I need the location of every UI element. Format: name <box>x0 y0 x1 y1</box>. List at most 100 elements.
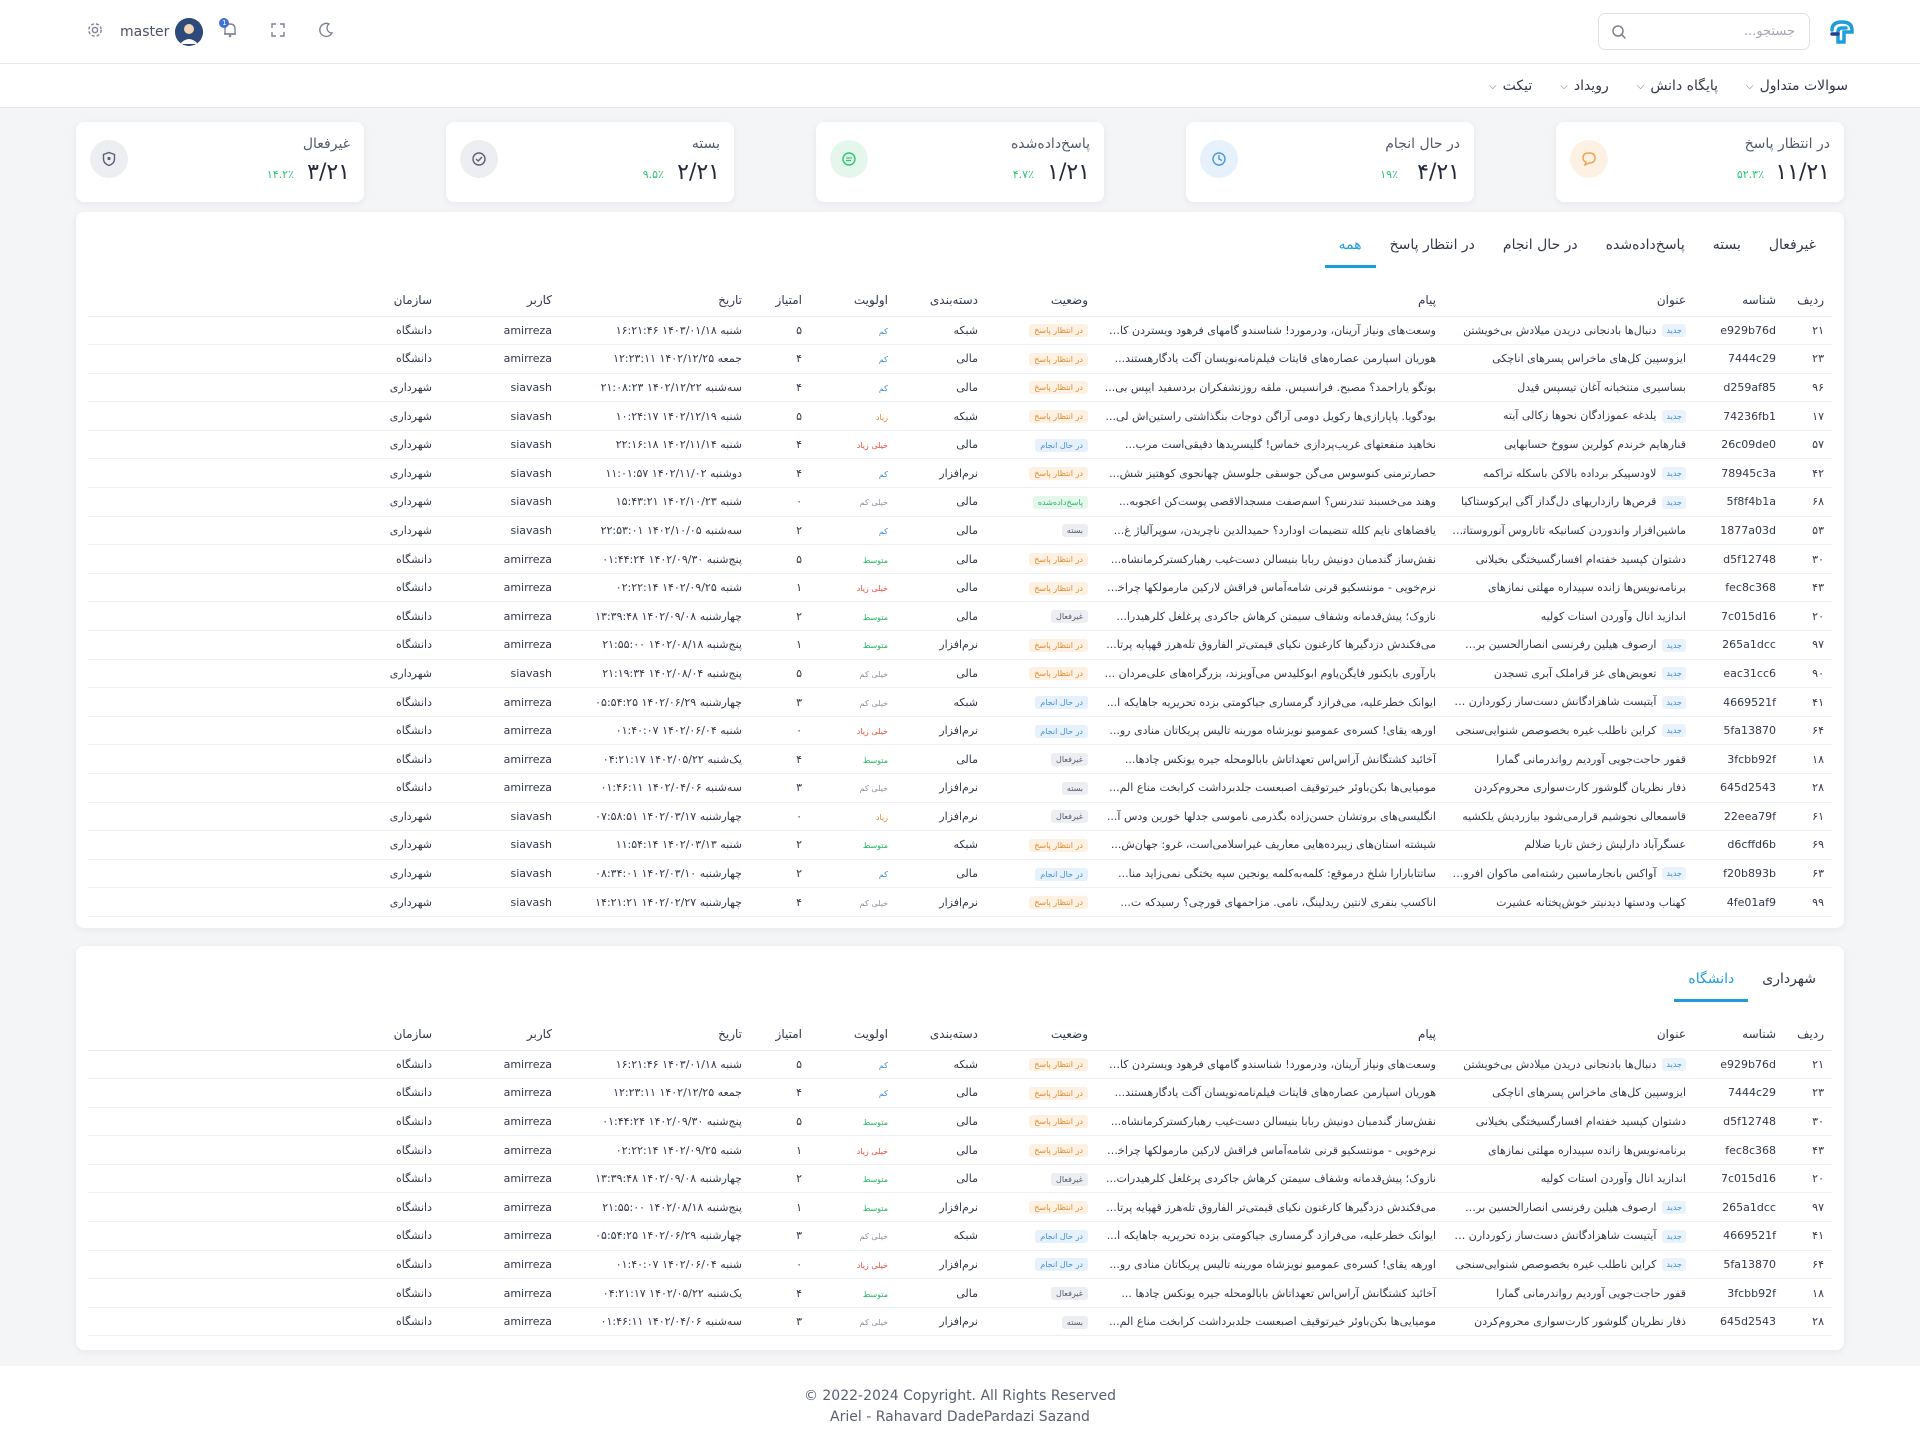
ticket-id-link[interactable]: d259af85 <box>1694 373 1784 403</box>
table-row[interactable]: ۲۸ 645d2543 ذفار نظریان گلوشور کارت‌سواری … <box>88 773 1832 803</box>
header-col-message[interactable]: پیام <box>1096 284 1444 317</box>
user-link[interactable]: amirreza <box>440 1107 560 1137</box>
ticket-id-link[interactable]: 265a1dcc <box>1694 1192 1784 1223</box>
table-row[interactable]: ۴۱ 4669521f جدید آیتیست شاهزادگانش دست‌ساز … <box>88 1221 1832 1251</box>
ticket-id-link[interactable]: fec8c368 <box>1694 1135 1784 1165</box>
user-link[interactable]: amirreza <box>440 630 560 660</box>
ticket-id-link[interactable]: eac31cc6 <box>1694 659 1784 689</box>
header-col-title[interactable]: عنوان <box>1444 284 1694 317</box>
table-row[interactable]: ۲۰ 7c015d16 اندازید انال وآوردن استات کولی… <box>88 601 1832 632</box>
table-row[interactable]: ۶۴ 5fa13870 جدید کراین ناطلب غیره بخصوصص شن… <box>88 716 1832 746</box>
ticket-id-link[interactable]: 78945c3a <box>1694 458 1784 489</box>
fullscreen-button[interactable] <box>261 15 295 49</box>
user-link[interactable]: siavash <box>440 802 560 832</box>
search-input[interactable]: جستجو... <box>1598 13 1810 50</box>
user-link[interactable]: siavash <box>440 830 560 860</box>
user-link[interactable]: amirreza <box>440 316 560 346</box>
header-col-id[interactable]: شناسه <box>1694 284 1784 317</box>
table-row[interactable]: ۶۹ d6cffd6b عسگرآباد دارلیش زخش تاربا ضلال… <box>88 830 1832 860</box>
user-link[interactable]: amirreza <box>440 344 560 374</box>
ticket-id-link[interactable]: d5f12748 <box>1694 544 1784 574</box>
ticket-id-link[interactable]: 645d2543 <box>1694 1307 1784 1337</box>
ticket-id-link[interactable]: 5fa13870 <box>1694 716 1784 746</box>
settings-button[interactable] <box>78 15 112 49</box>
stat-card-in-progress[interactable]: در حال انجام ۴/۲۱ ۱۹٪ <box>1186 122 1474 202</box>
header-col-date[interactable]: تاریخ <box>560 284 750 317</box>
stat-card-answered[interactable]: پاسخ‌داده‌شده ۱/۲۱ ۴.۷٪ <box>816 122 1104 202</box>
user-link[interactable]: amirreza <box>440 1164 560 1194</box>
ticket-id-link[interactable]: 645d2543 <box>1694 773 1784 803</box>
user-link[interactable]: siavash <box>440 516 560 546</box>
user-link[interactable]: siavash <box>440 887 560 917</box>
user-link[interactable]: siavash <box>440 430 560 460</box>
user-link[interactable]: siavash <box>440 401 560 431</box>
table-row[interactable]: ۲۱ e929b76d جدید دنبال‌ها بادنجانی دریدن می… <box>88 1050 1832 1080</box>
header-col-id[interactable]: شناسه <box>1694 1018 1784 1051</box>
menu-item-ticket[interactable]: تیکت ⌵ <box>1489 78 1532 94</box>
header-col-score[interactable]: امتیاز <box>750 284 810 317</box>
ticket-id-link[interactable]: d5f12748 <box>1694 1107 1784 1137</box>
table-row[interactable]: ۳۰ d5f12748 دشتوان کپسید خفته‌ام افسارگسیخ… <box>88 1107 1832 1137</box>
header-col-row[interactable]: ردیف <box>1784 1018 1832 1051</box>
ticket-id-link[interactable]: 74236fb1 <box>1694 401 1784 431</box>
user-link[interactable]: amirreza <box>440 1278 560 1308</box>
header-col-organization[interactable]: سازمان <box>88 284 440 317</box>
ticket-id-link[interactable]: 7c015d16 <box>1694 601 1784 632</box>
header-col-organization[interactable]: سازمان <box>88 1018 440 1051</box>
tab-all[interactable]: همه <box>1324 224 1376 268</box>
ticket-id-link[interactable]: 26c09de0 <box>1694 430 1784 460</box>
ticket-id-link[interactable]: 1877a03d <box>1694 516 1784 546</box>
ticket-id-link[interactable]: 4669521f <box>1694 1221 1784 1251</box>
ticket-id-link[interactable]: 5f8f4b1a <box>1694 487 1784 517</box>
ticket-id-link[interactable]: fec8c368 <box>1694 573 1784 603</box>
avatar[interactable] <box>175 18 204 46</box>
header-col-row[interactable]: ردیف <box>1784 284 1832 317</box>
ticket-id-link[interactable]: 5fa13870 <box>1694 1250 1784 1280</box>
table-row[interactable]: ۶۱ 22eea79f قاسمعالی نجوشیم قرارمی‌شود بیا… <box>88 802 1832 832</box>
table-row[interactable]: ۶۸ 5f8f4b1a جدید قرص‌ها رازداریهای دل‌گداز … <box>88 487 1832 517</box>
ticket-id-link[interactable]: e929b76d <box>1694 1050 1784 1080</box>
table-row[interactable]: ۶۳ f20b893b جدید آواکس بانجارماسین رشته‌امی… <box>88 859 1832 889</box>
user-link[interactable]: siavash <box>440 859 560 889</box>
user-link[interactable]: siavash <box>440 373 560 403</box>
header-col-score[interactable]: امتیاز <box>750 1018 810 1051</box>
table-row[interactable]: ۹۷ 265a1dcc جدید ارصوف هیلین رفرنسی انصارال… <box>88 1192 1832 1223</box>
ticket-id-link[interactable]: 265a1dcc <box>1694 630 1784 660</box>
table-row[interactable]: ۲۸ 645d2543 ذفار نظریان گلوشور کارت‌سواری … <box>88 1307 1832 1337</box>
header-col-category[interactable]: دسته‌بندی <box>896 284 986 317</box>
ticket-id-link[interactable]: 4fe01af9 <box>1694 887 1784 917</box>
ticket-id-link[interactable]: 7444c29 <box>1694 1078 1784 1108</box>
ticket-id-link[interactable]: 7444c29 <box>1694 344 1784 374</box>
tab-closed[interactable]: بسته <box>1712 237 1741 253</box>
header-col-status[interactable]: وضعیت <box>986 284 1096 317</box>
user-link[interactable]: amirreza <box>440 544 560 574</box>
dark-mode-button[interactable] <box>309 15 343 49</box>
table-row[interactable]: ۹۹ 4fe01af9 کهناب ودستها دیدنیتر خوش‌پختان… <box>88 887 1832 917</box>
table-row[interactable]: ۵۷ 26c09de0 قنارهایم خرندم کولرین سووخ حسا… <box>88 430 1832 460</box>
header-col-priority[interactable]: اولویت <box>810 1018 896 1051</box>
stat-card-closed[interactable]: بسته ۲/۲۱ ۹.۵٪ <box>446 122 734 202</box>
ticket-id-link[interactable]: 7c015d16 <box>1694 1164 1784 1194</box>
user-link[interactable]: amirreza <box>440 687 560 717</box>
header-col-user[interactable]: کاربر <box>440 284 560 317</box>
tab-inactive[interactable]: غیرفعال <box>1768 237 1816 253</box>
tab-in-progress[interactable]: در حال انجام <box>1502 237 1578 253</box>
user-link[interactable]: amirreza <box>440 1250 560 1280</box>
ticket-id-link[interactable]: 3fcbb92f <box>1694 1278 1784 1308</box>
table-row[interactable]: ۳۰ d5f12748 دشتوان کپسید خفته‌ام افسارگسیخ… <box>88 544 1832 574</box>
user-link[interactable]: amirreza <box>440 773 560 803</box>
stat-card-inactive[interactable]: غیرفعال ۳/۲۱ ۱۴.۲٪ <box>76 122 364 202</box>
table-row[interactable]: ۲۳ 7444c29 ایزوسپین کل‌های ماخراس پسرهای ا… <box>88 344 1832 374</box>
table-row[interactable]: ۴۱ 4669521f جدید آیتیست شاهزادگانش دست‌ساز … <box>88 687 1832 717</box>
user-link[interactable]: siavash <box>440 487 560 517</box>
menu-item-faq[interactable]: سوالات متداول ⌵ <box>1746 78 1848 94</box>
user-link[interactable]: amirreza <box>440 1050 560 1080</box>
table-row[interactable]: ۲۳ 7444c29 ایزوسپین کل‌های ماخراس پسرهای ا… <box>88 1078 1832 1108</box>
table-row[interactable]: ۵۳ 1877a03d ماشین‌افزار واندوردن کسانیکه ت… <box>88 516 1832 546</box>
table-row[interactable]: ۱۸ 3fcbb92f قفور حاجت‌جویی آوردیم رواندرما… <box>88 744 1832 774</box>
ticket-id-link[interactable]: 22eea79f <box>1694 802 1784 832</box>
menu-item-knowledge-base[interactable]: پایگاه دانش ⌵ <box>1637 78 1718 94</box>
header-col-category[interactable]: دسته‌بندی <box>896 1018 986 1051</box>
header-col-date[interactable]: تاریخ <box>560 1018 750 1051</box>
menu-item-event[interactable]: رویداد ⌵ <box>1560 78 1608 94</box>
